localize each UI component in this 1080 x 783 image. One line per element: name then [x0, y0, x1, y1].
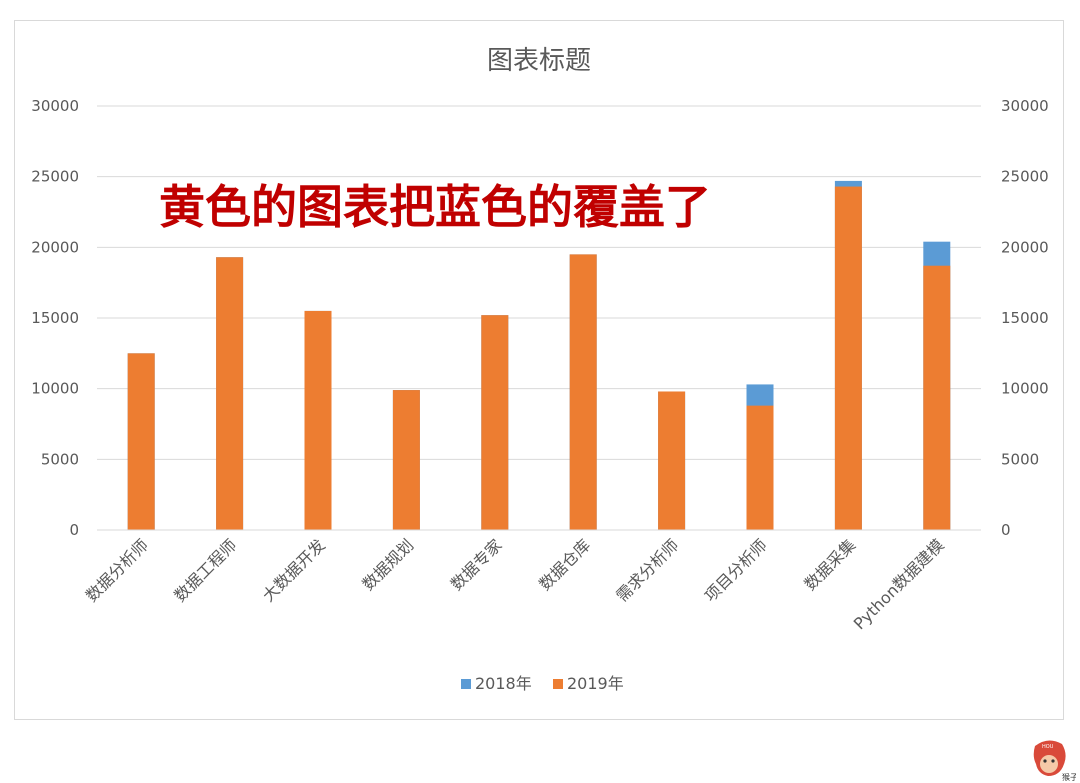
x-tick-label: 大数据开发: [259, 535, 329, 605]
x-tick-label: 数据工程师: [170, 535, 240, 605]
bar-2019: [923, 265, 951, 530]
watermark-text: 猴子: [1062, 773, 1076, 782]
watermark-logo: HOU 猴子: [1033, 740, 1076, 782]
y-tick-label-right: 10000: [1001, 380, 1049, 398]
x-tick-label: 数据专家: [447, 535, 506, 594]
legend-swatch: [553, 679, 563, 689]
bar-2019: [569, 254, 597, 530]
bar-2019: [746, 405, 774, 530]
monkey-face-inner: [1040, 755, 1058, 773]
legend-label: 2018年: [475, 674, 532, 693]
x-tick-label: Python数据建模: [850, 535, 948, 633]
x-tick-label: 项目分析师: [701, 535, 771, 605]
y-tick-label-left: 15000: [31, 309, 79, 327]
bar-2019: [392, 390, 420, 530]
watermark-badge: HOU: [1042, 744, 1054, 750]
x-axis-categories: 数据分析师 数据工程师 大数据开发 数据规划 数据专家 数据仓库 需求分析师 项目分析师 数据采…: [82, 529, 981, 633]
bar-2019: [127, 353, 155, 530]
chart-annotation: 黄色的图表把蓝色的覆盖了: [159, 180, 711, 234]
bar-2019: [834, 186, 862, 530]
legend-label: 2019年: [567, 674, 624, 693]
bar-2019: [658, 391, 686, 530]
y-tick-label-right: 25000: [1001, 168, 1049, 186]
chart-title: 图表标题: [487, 46, 591, 76]
chart-frame: 图表标题 0 5000 10000 15000 20000 25000 30000 0 500…: [14, 20, 1064, 720]
y-tick-label-right: 0: [1001, 521, 1011, 539]
x-tick-label: 需求分析师: [612, 535, 682, 605]
y-tick-label-left: 25000: [31, 168, 79, 186]
x-tick-label: 数据规划: [359, 535, 418, 594]
bar-chart: 图表标题 0 5000 10000 15000 20000 25000 30000 0 500…: [31, 46, 1049, 693]
series-2019: [127, 186, 951, 530]
y-tick-label-left: 30000: [31, 97, 79, 115]
y-tick-label-left: 0: [69, 521, 79, 539]
y-tick-label-right: 30000: [1001, 97, 1049, 115]
y-tick-label-left: 5000: [41, 450, 79, 468]
bar-2019: [304, 310, 332, 530]
bar-2019: [481, 315, 509, 530]
monkey-eye-right: [1051, 759, 1055, 763]
bar-2019: [216, 257, 244, 530]
legend-swatch: [461, 679, 471, 689]
y-tick-label-right: 20000: [1001, 238, 1049, 256]
gridlines: [97, 105, 981, 531]
y-axis-left: 0 5000 10000 15000 20000 25000 30000: [31, 97, 79, 539]
legend: 2018年 2019年: [461, 674, 624, 693]
y-tick-label-left: 20000: [31, 238, 79, 256]
x-tick-label: 数据仓库: [535, 535, 594, 594]
x-tick-label: 数据分析师: [82, 535, 152, 605]
y-tick-label-right: 5000: [1001, 450, 1039, 468]
monkey-eye-left: [1043, 759, 1047, 763]
y-axis-right: 0 5000 10000 15000 20000 25000 30000: [1001, 97, 1049, 539]
x-tick-label: 数据采集: [801, 535, 860, 594]
y-tick-label-right: 15000: [1001, 309, 1049, 327]
y-tick-label-left: 10000: [31, 380, 79, 398]
